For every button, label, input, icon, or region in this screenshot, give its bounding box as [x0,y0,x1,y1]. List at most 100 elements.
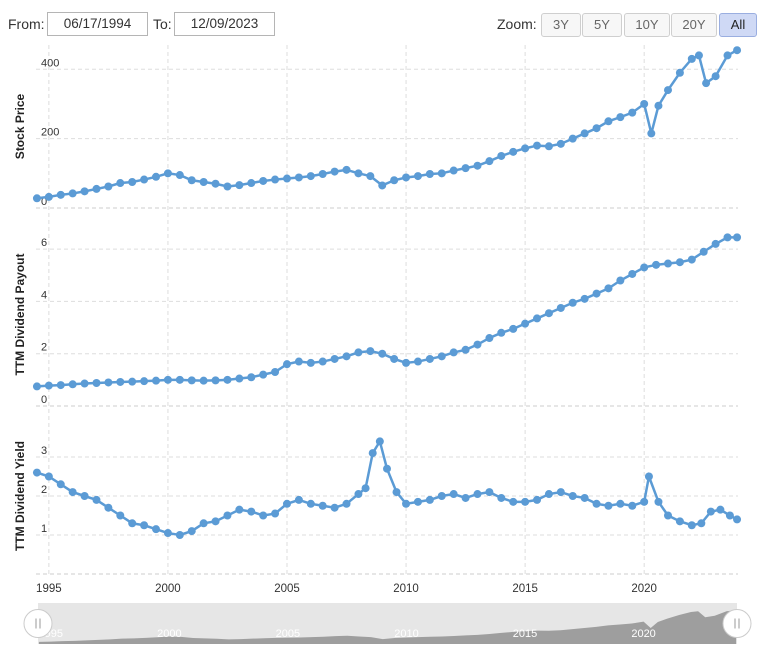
data-point[interactable] [361,484,370,493]
data-point[interactable] [56,480,65,489]
data-point[interactable] [425,170,434,179]
from-date-input[interactable]: 06/17/1994 [47,12,148,36]
data-point[interactable] [32,194,41,203]
data-point[interactable] [330,503,339,512]
data-point[interactable] [497,328,506,337]
data-point[interactable] [449,490,458,499]
zoom-3y-button[interactable]: 3Y [541,13,581,37]
data-point[interactable] [163,169,172,178]
data-point[interactable] [92,378,101,387]
data-point[interactable] [640,99,649,108]
data-point[interactable] [44,381,53,390]
data-point[interactable] [392,488,401,497]
data-point[interactable] [640,263,649,272]
data-point[interactable] [223,511,232,520]
data-point[interactable] [128,377,137,386]
data-point[interactable] [140,377,149,386]
data-point[interactable] [733,46,742,55]
data-point[interactable] [163,375,172,384]
data-point[interactable] [354,348,363,357]
data-point[interactable] [128,519,137,528]
data-point[interactable] [675,68,684,77]
data-point[interactable] [366,347,375,356]
data-point[interactable] [187,376,196,385]
data-point[interactable] [604,284,613,293]
data-point[interactable] [282,499,291,508]
data-point[interactable] [44,472,53,481]
data-point[interactable] [318,170,327,179]
zoom-10y-button[interactable]: 10Y [624,13,670,37]
data-point[interactable] [449,166,458,175]
data-point[interactable] [461,164,470,173]
data-point[interactable] [592,124,601,133]
data-point[interactable] [616,113,625,122]
data-point[interactable] [187,527,196,536]
data-point[interactable] [282,174,291,183]
data-point[interactable] [402,499,411,508]
data-point[interactable] [687,521,696,530]
data-point[interactable] [211,517,220,526]
data-point[interactable] [533,314,542,323]
data-point[interactable] [390,354,399,363]
data-point[interactable] [485,488,494,497]
data-point[interactable] [580,294,589,303]
data-point[interactable] [497,493,506,502]
data-point[interactable] [247,507,256,516]
data-point[interactable] [44,192,53,201]
data-point[interactable] [654,101,663,110]
data-point[interactable] [568,492,577,500]
data-point[interactable] [378,349,387,358]
data-point[interactable] [32,468,41,477]
data-point[interactable] [199,177,208,186]
data-point[interactable] [706,507,715,516]
data-point[interactable] [247,373,256,382]
data-point[interactable] [116,179,125,188]
data-point[interactable] [104,378,113,387]
data-point[interactable] [187,176,196,185]
data-point[interactable] [259,370,268,379]
data-point[interactable] [652,260,661,269]
data-point[interactable] [437,492,446,500]
data-point[interactable] [330,354,339,363]
zoom-5y-button[interactable]: 5Y [582,13,622,37]
data-point[interactable] [92,495,101,504]
data-point[interactable] [152,376,161,385]
data-point[interactable] [402,358,411,367]
data-point[interactable] [497,151,506,160]
data-point[interactable] [80,187,89,196]
data-point[interactable] [723,233,732,242]
data-point[interactable] [342,165,351,174]
data-point[interactable] [104,182,113,191]
data-point[interactable] [80,492,89,500]
data-point[interactable] [711,239,720,248]
to-date-input[interactable]: 12/09/2023 [174,12,275,36]
data-point[interactable] [68,488,77,497]
data-point[interactable] [318,501,327,510]
data-point[interactable] [616,499,625,508]
data-point[interactable] [366,172,375,181]
data-point[interactable] [733,515,742,524]
data-point[interactable] [544,309,553,318]
data-point[interactable] [533,141,542,150]
zoom-20y-button[interactable]: 20Y [671,13,717,37]
data-point[interactable] [247,179,256,188]
data-point[interactable] [140,175,149,184]
data-point[interactable] [342,352,351,361]
data-point[interactable] [259,511,268,520]
data-point[interactable] [175,531,184,539]
data-point[interactable] [271,509,280,518]
data-point[interactable] [699,247,708,256]
data-point[interactable] [32,382,41,391]
data-point[interactable] [375,437,384,446]
data-point[interactable] [568,134,577,143]
data-point[interactable] [413,172,422,181]
data-point[interactable] [199,519,208,528]
data-point[interactable] [368,449,377,458]
data-point[interactable] [413,497,422,506]
data-point[interactable] [521,319,530,328]
data-point[interactable] [425,354,434,363]
data-point[interactable] [697,519,706,528]
data-point[interactable] [733,233,742,242]
data-point[interactable] [175,171,184,180]
data-point[interactable] [604,501,613,510]
